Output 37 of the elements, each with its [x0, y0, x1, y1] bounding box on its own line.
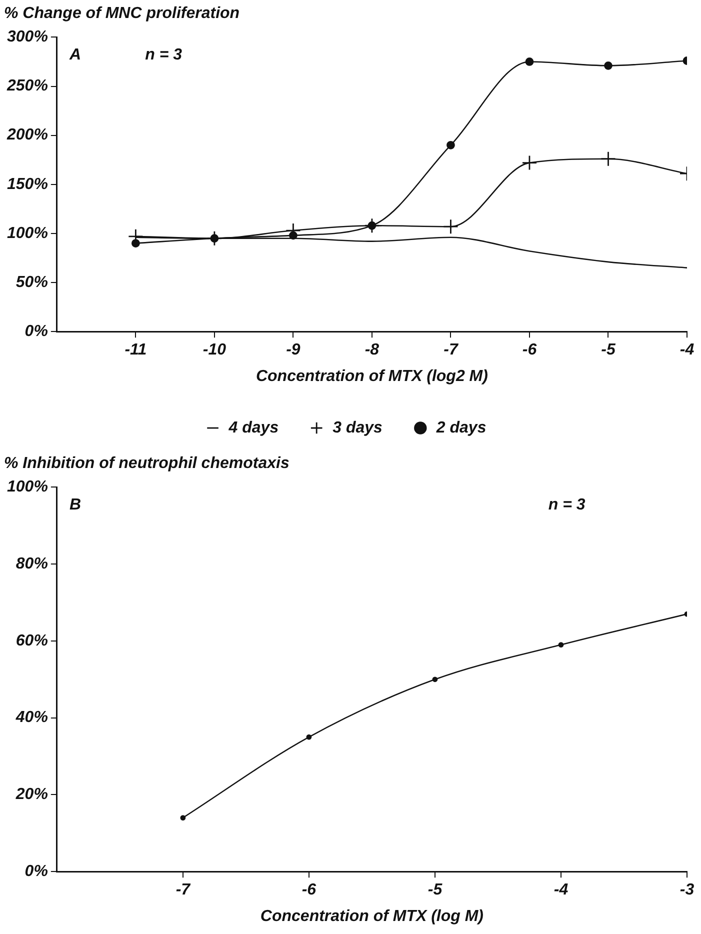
y-tick-label: 150% — [7, 176, 48, 193]
annotation: A — [68, 46, 82, 64]
legend-label: 2 days — [435, 419, 486, 436]
legend-label: 3 days — [332, 419, 383, 436]
y-tick-label: 100% — [7, 478, 48, 496]
x-tick-label: -8 — [364, 342, 380, 359]
y-tick-label: 0% — [24, 863, 48, 880]
y-axis-title: % Inhibition of neutrophil chemotaxis — [4, 455, 290, 472]
x-tick-label: -7 — [444, 342, 459, 359]
x-tick-label: -11 — [124, 342, 147, 359]
x-tick-label: -6 — [522, 342, 537, 359]
y-tick-label: 80% — [16, 555, 48, 572]
annotation: n = 3 — [548, 496, 586, 514]
y-tick-label: 250% — [6, 78, 48, 95]
x-tick-label: -3 — [680, 882, 694, 899]
x-tick-label: -6 — [302, 882, 316, 899]
x-tick-label: -10 — [202, 342, 226, 359]
annotation: n = 3 — [145, 46, 182, 64]
x-tick-label: -5 — [428, 882, 444, 899]
x-axis-title: Concentration of MTX (log M) — [260, 908, 484, 925]
y-tick-label: 50% — [16, 274, 48, 291]
x-tick-label: -9 — [286, 342, 300, 359]
x-tick-label: -5 — [601, 342, 616, 359]
y-axis-title: % Change of MNC proliferation — [4, 5, 240, 22]
x-axis-title: Concentration of MTX (log2 M) — [256, 368, 488, 385]
annotation: B — [70, 496, 82, 514]
x-tick-label: -4 — [680, 342, 694, 359]
y-tick-label: 40% — [14, 709, 48, 726]
legend-label: 4 days — [228, 419, 279, 436]
y-tick-label: 200% — [6, 126, 48, 144]
y-tick-label: 60% — [16, 632, 48, 650]
x-tick-label: -4 — [554, 882, 568, 899]
y-tick-label: 0% — [24, 323, 48, 340]
y-tick-label: 100% — [7, 224, 48, 242]
y-tick-label: 20% — [14, 786, 48, 804]
y-tick-label: 300% — [7, 28, 48, 46]
x-tick-label: -7 — [176, 882, 192, 899]
